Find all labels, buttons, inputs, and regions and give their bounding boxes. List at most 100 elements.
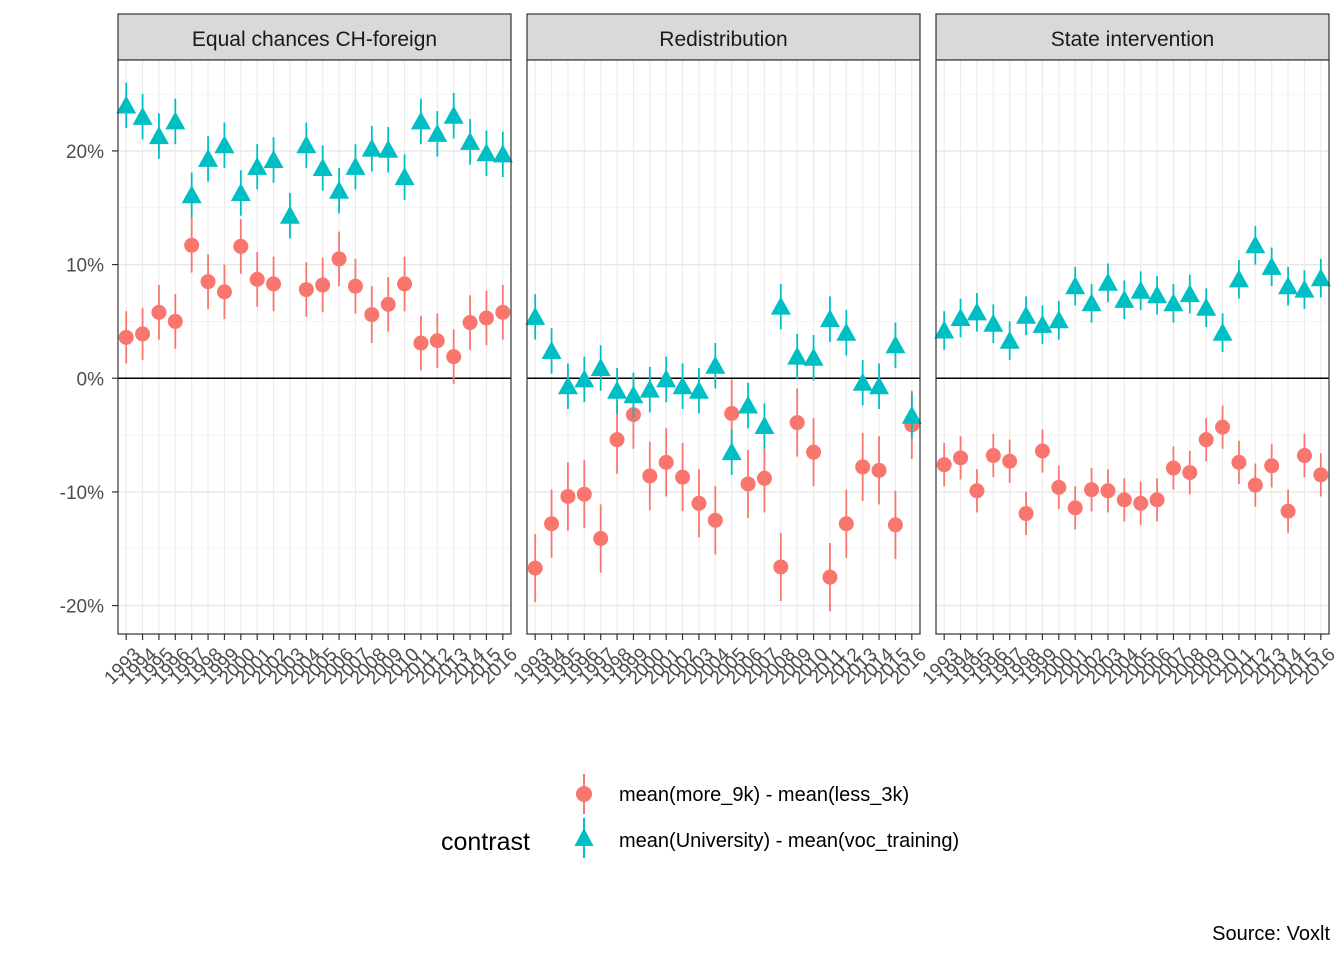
series-university [525,283,922,475]
facet-strip [526,13,921,61]
legend-item-more-9k: mean(more_9k) - mean(less_3k) [576,774,909,814]
data-point-circle [675,469,691,485]
panel-border [526,59,921,635]
data-point-triangle [1278,276,1299,295]
data-point-circle [609,432,625,448]
y-tick-label: 0% [77,369,105,390]
data-point-circle [1247,477,1263,493]
data-point-circle [200,274,216,290]
data-point-circle [347,278,363,294]
data-point-triangle [1196,297,1217,316]
data-point-circle [495,304,511,320]
data-point-circle [413,335,429,351]
data-point-triangle [1212,322,1233,341]
data-point-circle [789,415,805,431]
caption-source: Source: Voxlt [1212,923,1330,945]
data-point-triangle [492,144,513,163]
data-point-triangle [312,157,333,176]
legend-label-university: mean(University) - mean(voc_training) [619,830,959,852]
data-point-circle [707,512,723,528]
data-point-circle [576,486,592,502]
data-point-triangle [950,308,971,327]
data-point-triangle [803,347,824,366]
data-point-circle [855,459,871,475]
data-point-triangle [329,180,350,199]
facet-panel-equal-chances-ch-foreign: Equal chances CH-foreign1993199419951996… [101,13,522,689]
data-point-triangle [966,302,987,321]
data-point-triangle [688,380,709,399]
data-point-triangle [1032,314,1053,333]
data-point-triangle [165,111,186,130]
panel-background [527,60,920,634]
data-point-circle [1067,500,1083,516]
data-point-triangle [623,385,644,404]
data-point-circle [560,488,576,504]
data-point-circle [1182,465,1198,481]
data-point-circle [446,349,462,365]
data-point-triangle [247,156,268,175]
data-point-triangle [1065,276,1086,295]
data-point-circle [1034,443,1050,459]
data-point-triangle [738,395,759,414]
data-point-circle [397,276,413,292]
data-point-circle [1165,460,1181,476]
data-point-triangle [639,379,660,398]
series-university [116,82,513,239]
y-tick-label: -20% [60,597,104,618]
series-more-9k [118,217,511,384]
data-point-triangle [852,372,873,391]
data-point-circle [1280,503,1296,519]
facet-panel-state-intervention: State intervention1993199419951996199719… [919,13,1340,689]
data-point-triangle [754,415,775,434]
data-point-triangle [1130,280,1151,299]
panel-background [118,60,511,634]
data-point-triangle [116,95,137,114]
data-point-circle [756,470,772,486]
data-point-triangle [1016,305,1037,324]
data-point-circle [871,462,887,478]
data-point-triangle [901,405,922,424]
data-point-circle [1198,432,1214,448]
data-point-circle [822,569,838,585]
data-point-circle [249,271,265,287]
data-point-triangle [378,139,399,158]
data-point-circle [151,304,167,320]
data-point-circle [462,315,478,331]
legend-label-more-9k: mean(more_9k) - mean(less_3k) [619,784,909,806]
data-point-triangle [1081,293,1102,312]
data-point-circle [1231,454,1247,470]
data-point-triangle [148,126,169,145]
data-point-triangle [819,309,840,328]
data-point-triangle [410,111,431,130]
data-point-circle [527,560,543,576]
data-point-triangle [869,376,890,395]
data-point-triangle [721,442,742,461]
data-point-triangle [460,131,481,150]
facet-strip [935,13,1330,61]
data-point-triangle [181,185,202,204]
data-point-triangle [983,313,1004,332]
data-point-circle [1084,482,1100,498]
data-point-circle [216,284,232,300]
panel-border [117,59,512,635]
data-point-triangle [934,320,955,339]
panel-border [935,59,1330,635]
data-point-circle [544,516,560,532]
data-point-circle [118,329,134,345]
data-point-circle [1051,479,1067,495]
data-point-triangle [345,156,366,175]
data-point-circle [969,483,985,499]
data-point-circle [691,495,707,511]
legend-key-circle-icon [576,786,592,802]
facet-strip-label: Redistribution [659,28,787,51]
data-point-triangle [1114,289,1135,308]
legend-title: contrast [441,828,530,856]
panels-layer: -20%-10%0%10%20%Equal chances CH-foreign… [60,13,1340,689]
data-point-triangle [361,138,382,157]
data-point-triangle [607,380,628,399]
series-more-9k [936,405,1329,536]
data-point-circle [1002,453,1018,469]
data-point-circle [1264,458,1280,474]
data-point-circle [773,559,789,575]
y-tick-label: 10% [66,256,104,277]
